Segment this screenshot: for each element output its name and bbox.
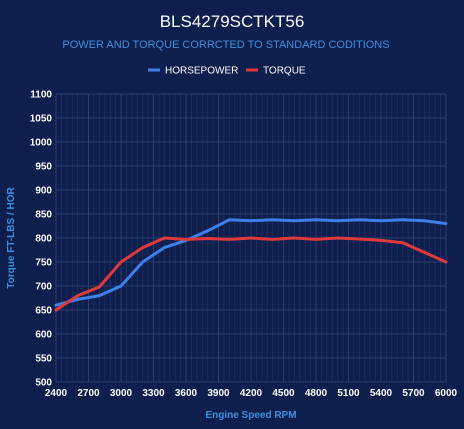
y-tick-label: 900 (35, 186, 52, 197)
x-tick-label: 6000 (435, 388, 458, 399)
series-group (54, 218, 448, 312)
x-tick-label: 5400 (370, 388, 393, 399)
y-tick-label: 800 (35, 234, 52, 245)
y-tick-label: 750 (35, 258, 52, 269)
x-tick-label: 5100 (337, 388, 360, 399)
series-line-horsepower (54, 218, 448, 307)
chart-title: BLS4279SCTKT56 (160, 12, 305, 31)
legend-label-torque: TORQUE (263, 66, 306, 77)
x-tick-labels: 2400 2700 3000 3300 3600 3900 4200 4500 4800 5100… (45, 388, 458, 399)
x-tick-label: 2700 (77, 388, 100, 399)
legend-label-horsepower: HORSEPOWER (165, 66, 238, 77)
grid (55, 93, 447, 383)
x-tick-label: 4200 (240, 388, 263, 399)
y-tick-label: 600 (35, 330, 52, 341)
y-tick-label: 850 (35, 210, 52, 221)
y-tick-labels: 500 550 600 650 700 750 800 850 900 950 1000 1050 11… (30, 90, 53, 389)
x-tick-label: 3600 (175, 388, 198, 399)
x-tick-label: 4800 (305, 388, 328, 399)
x-tick-label: 3300 (142, 388, 165, 399)
y-tick-label: 500 (35, 378, 52, 389)
x-tick-label: 2400 (45, 388, 68, 399)
x-tick-label: 4500 (272, 388, 295, 399)
y-tick-label: 550 (35, 354, 52, 365)
y-tick-label: 1000 (30, 138, 53, 149)
chart-subtitle: POWER AND TORQUE CORRCTED TO STANDARD CO… (62, 39, 389, 51)
x-axis-label: Engine Speed RPM (205, 410, 296, 421)
x-tick-label: 3900 (207, 388, 230, 399)
series-line-torque (54, 236, 448, 312)
x-tick-label: 5700 (402, 388, 425, 399)
y-tick-label: 700 (35, 282, 52, 293)
y-tick-label: 650 (35, 306, 52, 317)
legend: HORSEPOWER TORQUE (148, 66, 306, 77)
y-tick-label: 1050 (30, 114, 53, 125)
y-axis-label: Torque FT-LBS / HOR (6, 186, 17, 288)
y-tick-label: 1100 (30, 90, 52, 101)
y-tick-label: 950 (35, 162, 52, 173)
x-tick-label: 3000 (110, 388, 133, 399)
